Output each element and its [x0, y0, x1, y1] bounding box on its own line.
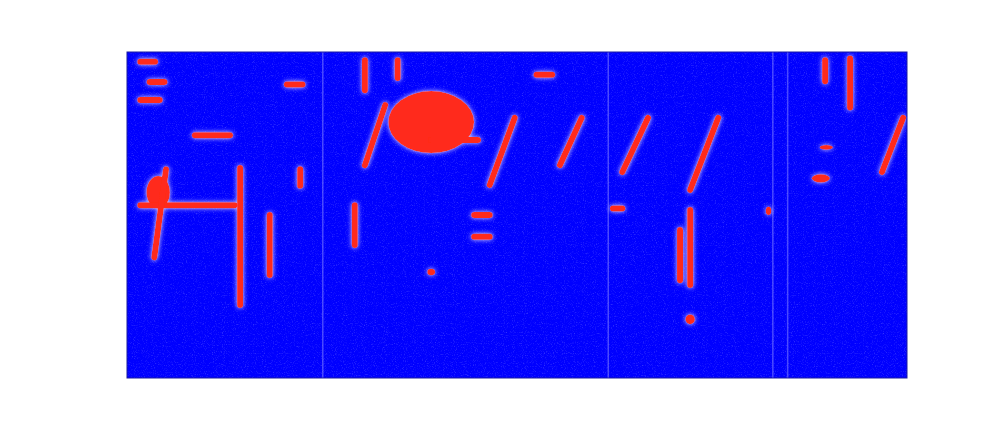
energy-stroke	[154, 169, 166, 257]
chart	[0, 0, 1008, 432]
energy-stroke	[352, 205, 358, 245]
energy-stroke	[822, 60, 828, 81]
plot-background	[127, 52, 907, 378]
energy-stroke	[140, 202, 234, 208]
energy-stroke	[297, 169, 303, 185]
energy-stroke	[687, 210, 693, 285]
energy-stroke	[677, 230, 683, 280]
energy-stroke	[882, 118, 903, 172]
energy-stroke	[431, 137, 478, 143]
energy-stroke	[847, 59, 853, 108]
energy-stroke	[613, 205, 622, 211]
energy-blob	[388, 91, 474, 153]
marks	[140, 52, 903, 378]
energy-blob	[427, 269, 435, 276]
energy-stroke	[622, 118, 648, 172]
energy-blob	[820, 145, 833, 150]
energy-blob	[766, 207, 771, 215]
energy-stroke	[474, 234, 490, 240]
energy-stroke	[287, 82, 303, 88]
energy-stroke	[395, 60, 401, 78]
noise-texture	[127, 52, 907, 378]
energy-stroke	[140, 97, 160, 103]
energy-stroke	[690, 118, 718, 190]
energy-stroke	[362, 60, 368, 90]
energy-stroke	[140, 59, 155, 65]
energy-blob	[685, 314, 694, 324]
energy-stroke	[267, 215, 273, 275]
plot-frame	[127, 52, 907, 378]
segment-boundary	[608, 52, 610, 378]
energy-blob	[812, 174, 830, 182]
energy-stroke	[195, 132, 230, 138]
energy-stroke	[237, 168, 243, 305]
energy-stroke	[365, 105, 385, 165]
energy-stroke	[560, 118, 582, 165]
segment-boundary	[772, 52, 774, 378]
energy-stroke	[537, 72, 553, 78]
segment-boundary	[787, 52, 789, 378]
energy-stroke	[474, 212, 490, 218]
energy-marks	[140, 59, 903, 325]
energy-stroke	[150, 79, 165, 85]
energy-stroke	[490, 118, 515, 185]
segment-boundary	[322, 52, 324, 378]
